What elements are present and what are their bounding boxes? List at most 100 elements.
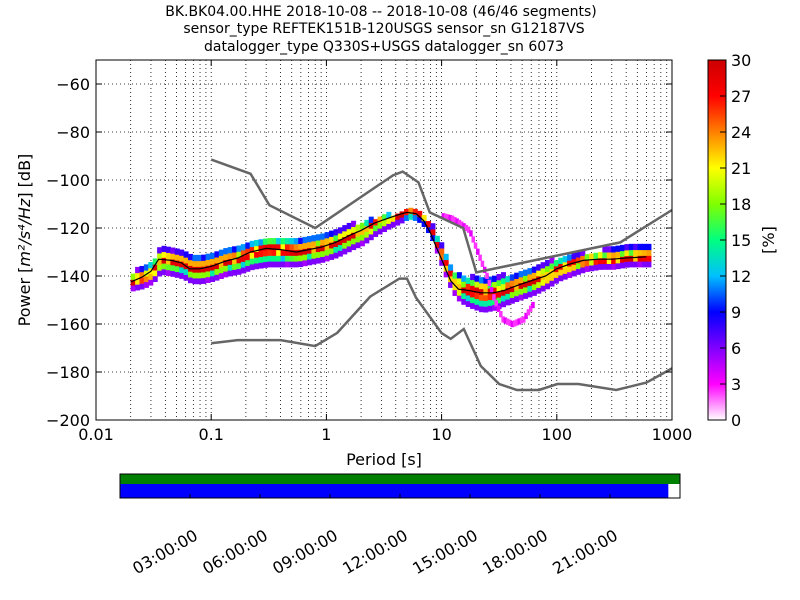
heatmap-cell [571,258,577,265]
heatmap-cell [232,269,238,276]
heatmap-cell [307,241,313,249]
heatmap-cell [377,228,383,235]
heatmap-cell [249,258,255,265]
heatmap-cell [450,215,455,222]
heatmap-cell [456,289,462,296]
heatmap-cell [192,260,198,267]
coverage-panel: 03:00:0006:00:0009:00:0012:00:0015:00:00… [119,473,681,578]
heatmap-cell [522,316,526,323]
heatmap-cell [135,272,141,279]
heatmap-cell [218,261,224,268]
heatmap-cell [161,245,167,253]
heatmap-cell [201,254,207,261]
heatmap-cell [465,289,471,296]
heatmap-cell [232,263,238,270]
heatmap-cell [267,255,273,262]
heatmap-cell [342,225,348,232]
heatmap-cell [545,283,551,290]
heatmap-cell [580,249,586,256]
heatmap-cell [602,257,608,265]
heatmap-cell [210,264,216,271]
coverage-time-label: 06:00:00 [199,526,271,578]
heatmap-cell [187,259,193,266]
heatmap-cell [523,292,529,299]
y-tick-label: −80 [56,123,90,142]
heatmap-cell [633,255,639,262]
heatmap-cell [527,291,533,298]
heatmap-cell [329,230,335,237]
heatmap-cell [205,276,211,283]
heatmap-cell [284,261,290,268]
heatmap-cell [523,275,529,282]
heatmap-cell [500,295,506,302]
heatmap-cell [245,259,251,267]
heatmap-cell [196,277,202,285]
heatmap-cell [487,279,492,287]
y-axis-label-units: m²/s⁴/Hz [15,198,34,267]
heatmap-cell [531,272,537,279]
heatmap-cell [329,236,335,243]
heatmap-cell [615,262,621,270]
heatmap-cell [417,210,423,218]
heatmap-cell [448,270,454,277]
heatmap-cell [174,271,180,278]
heatmap-cell [646,255,652,262]
x-axis-ticks: 0.01 0.1 1 10 100 1000 [78,60,692,444]
heatmap-cell [496,305,501,312]
heatmap-cell [553,277,559,284]
heatmap-cell [478,282,484,290]
heatmap-cell [470,273,476,281]
heatmap-cell [485,272,489,280]
heatmap-cell [139,277,145,284]
heatmap-cell [465,294,471,302]
heatmap-cell [232,257,238,265]
heatmap-cell [492,287,498,294]
coverage-row-data [120,474,680,484]
heatmap-cell [324,249,330,256]
heatmap-cell [545,277,551,284]
heatmap-cell [500,277,506,285]
heatmap-cell [368,233,374,241]
heatmap-cell [558,263,564,270]
heatmap-cell [633,261,639,268]
heatmap-cell [170,253,176,260]
heatmap-cell [289,255,295,262]
heatmap-cell [152,269,158,277]
heatmap-cell [179,249,185,256]
heatmap-cell [165,246,171,253]
heatmap-cell [619,250,626,257]
heatmap-cell [470,296,476,304]
heatmap-cell [315,257,321,264]
heatmap-cell [315,245,321,253]
heatmap-cell [478,288,484,295]
heatmap-cell [227,270,233,277]
heatmap-cell [606,257,612,265]
heatmap-cell [465,277,471,284]
heatmap-cell [558,257,564,264]
heatmap-cell [364,231,370,238]
heatmap-cell [324,255,330,262]
heatmap-cell [518,294,524,301]
heatmap-cell [474,275,480,282]
heatmap-cell [214,274,220,281]
heatmap-cell [298,255,304,262]
heatmap-cell [254,257,260,264]
heatmap-cell [210,270,216,277]
heatmap-cell [232,246,238,253]
colorbar-ticks: 0 3 6 9 12 15 18 21 24 27 30 [720,51,751,430]
heatmap-cell [474,298,480,305]
heatmap-cell [459,221,464,228]
heatmap-cell [584,259,590,267]
colorbar-tick-label: 21 [731,159,751,178]
coverage-row-segments [120,484,669,498]
heatmap-cell [426,221,432,228]
heatmap-cell [531,301,535,309]
heatmap-cell [474,292,480,300]
heatmap-cell [518,288,524,295]
heatmap-cell [478,305,484,313]
heatmap-cell [311,258,317,265]
heatmap-cell [606,263,612,270]
heatmap-cell [284,238,290,245]
heatmap-cell [179,266,185,274]
heatmap-cell [258,250,264,258]
